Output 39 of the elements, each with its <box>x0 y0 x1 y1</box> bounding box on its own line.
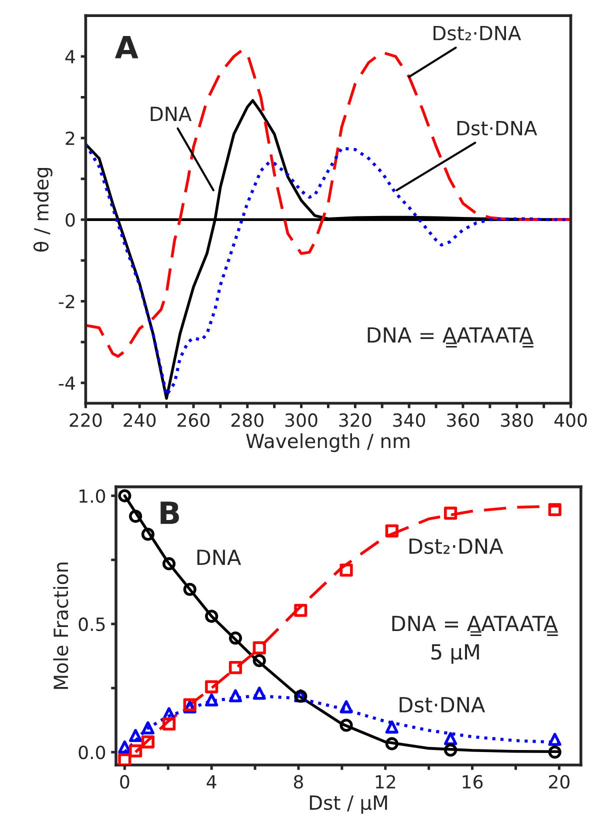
annotation: 5 μM <box>431 644 479 664</box>
x-tick-label: 340 <box>393 413 426 427</box>
x-tick-label: 16 <box>462 775 483 789</box>
x-tick-label: 280 <box>231 413 264 427</box>
x-tick-label: 240 <box>124 413 156 427</box>
y-tick-label: 0.5 <box>78 617 105 632</box>
annotation: DNA = A̳ATAATA̳ <box>392 616 558 636</box>
annotation: DNA <box>150 106 192 121</box>
x-tick-label: 4 <box>206 775 216 788</box>
x-tick-label: 0 <box>120 775 130 789</box>
annotation: Dst·DNA <box>457 121 538 136</box>
x-tick-label: 320 <box>339 413 372 427</box>
x-tick-label: 12 <box>376 775 396 788</box>
y-tick-label: 2 <box>66 132 74 145</box>
text: A <box>114 36 138 58</box>
annotation: Dst·DNA <box>400 697 486 713</box>
annotation: Dst₂·DNA <box>409 538 504 554</box>
y-tick-label: -4 <box>58 376 75 390</box>
y-tick-label: 1.0 <box>80 489 106 503</box>
x-tick-label: 260 <box>178 413 210 427</box>
x-axis-title: Wavelength / nm <box>246 433 410 452</box>
x-tick-label: 400 <box>554 413 587 427</box>
x-tick-label: 8 <box>294 775 303 789</box>
chart-title: B <box>160 502 179 524</box>
y-tick-label: 0 <box>66 213 75 227</box>
y-tick-label: 4 <box>65 50 75 64</box>
annotation: DNA <box>197 550 242 565</box>
x-tick-label: 380 <box>501 413 533 427</box>
y-axis-title: Mole Fraction <box>53 562 68 689</box>
annotation: DNA = A̳ATAATA̳ <box>368 327 534 348</box>
x-tick-label: 220 <box>70 413 102 427</box>
x-tick-label: 300 <box>285 413 318 427</box>
y-tick-label: 0.0 <box>78 746 106 760</box>
y-tick-label: -2 <box>58 294 74 308</box>
annotation: Dst₂·DNA <box>434 26 522 40</box>
x-tick-label: 20 <box>549 775 570 789</box>
x-tick-label: 360 <box>447 413 479 427</box>
x-axis-title: Dst / μM <box>310 796 387 814</box>
y-axis-title: θ / mdeg <box>33 168 52 252</box>
